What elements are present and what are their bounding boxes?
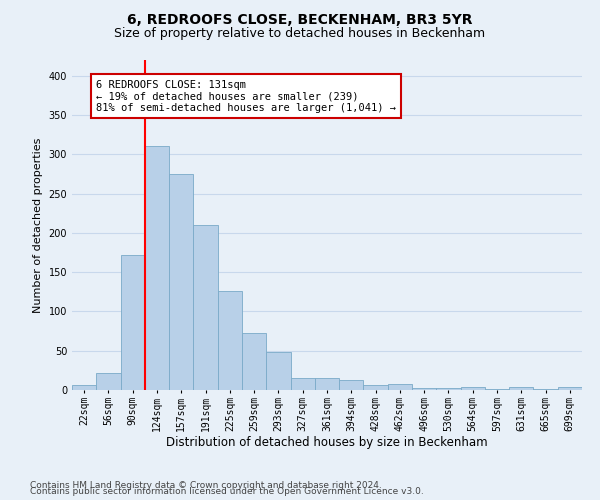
Y-axis label: Number of detached properties: Number of detached properties [33, 138, 43, 312]
Bar [533, 389, 558, 390]
Bar [242, 332, 266, 390]
Bar [266, 352, 290, 390]
Bar [509, 387, 533, 390]
Text: Size of property relative to detached houses in Beckenham: Size of property relative to detached ho… [115, 28, 485, 40]
Bar [96, 372, 121, 390]
Bar [485, 389, 509, 390]
Bar [412, 388, 436, 390]
X-axis label: Distribution of detached houses by size in Beckenham: Distribution of detached houses by size … [166, 436, 488, 450]
Bar [388, 384, 412, 390]
Bar [315, 378, 339, 390]
Bar [461, 387, 485, 390]
Bar [290, 378, 315, 390]
Bar [169, 174, 193, 390]
Bar [436, 388, 461, 390]
Bar [145, 146, 169, 390]
Text: 6, REDROOFS CLOSE, BECKENHAM, BR3 5YR: 6, REDROOFS CLOSE, BECKENHAM, BR3 5YR [127, 12, 473, 26]
Bar [339, 380, 364, 390]
Text: 6 REDROOFS CLOSE: 131sqm
← 19% of detached houses are smaller (239)
81% of semi-: 6 REDROOFS CLOSE: 131sqm ← 19% of detach… [96, 80, 396, 113]
Text: Contains HM Land Registry data © Crown copyright and database right 2024.: Contains HM Land Registry data © Crown c… [30, 481, 382, 490]
Bar [364, 384, 388, 390]
Text: Contains public sector information licensed under the Open Government Licence v3: Contains public sector information licen… [30, 488, 424, 496]
Bar [193, 225, 218, 390]
Bar [218, 291, 242, 390]
Bar [121, 255, 145, 390]
Bar [558, 387, 582, 390]
Bar [72, 384, 96, 390]
